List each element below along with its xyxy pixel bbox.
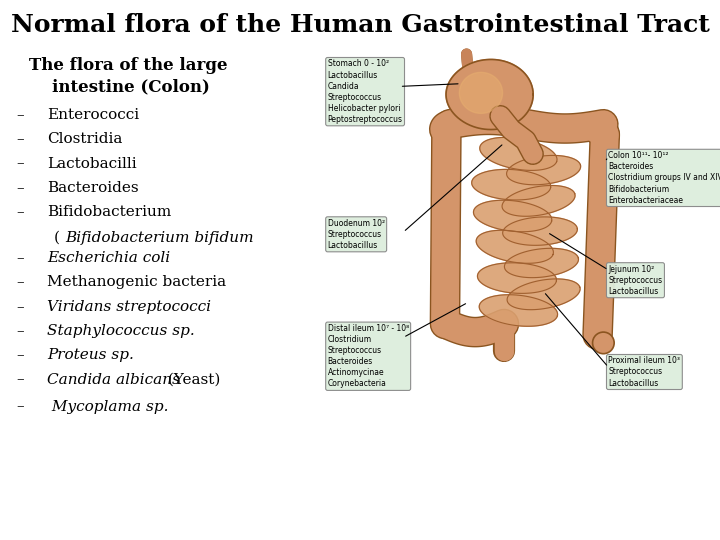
Text: Enterococci: Enterococci bbox=[47, 108, 139, 122]
Text: Lactobacilli: Lactobacilli bbox=[47, 157, 136, 171]
Text: Distal ileum 10⁷ - 10⁸
Clostridium
Streptococcus
Bacteroides
Actinomycinae
Coryn: Distal ileum 10⁷ - 10⁸ Clostridium Strep… bbox=[328, 324, 409, 388]
Polygon shape bbox=[502, 186, 575, 216]
Text: Proteus sp.: Proteus sp. bbox=[47, 348, 134, 362]
Text: Clostridia: Clostridia bbox=[47, 132, 122, 146]
Text: Normal flora of the Human Gastrointestinal Tract 2: Normal flora of the Human Gastrointestin… bbox=[11, 14, 720, 37]
Polygon shape bbox=[459, 72, 503, 113]
Text: Candida albicans: Candida albicans bbox=[47, 373, 180, 387]
Text: –: – bbox=[16, 205, 24, 219]
Polygon shape bbox=[446, 59, 534, 130]
Text: –: – bbox=[16, 275, 24, 289]
Polygon shape bbox=[503, 217, 577, 245]
Polygon shape bbox=[476, 230, 554, 264]
Text: Mycoplama sp.: Mycoplama sp. bbox=[47, 400, 168, 414]
Text: (Yeast): (Yeast) bbox=[163, 373, 221, 387]
Text: Stomach 0 - 10²
Lactobacillus
Candida
Streptococcus
Helicobacter pylori
Peptostr: Stomach 0 - 10² Lactobacillus Candida St… bbox=[328, 59, 402, 124]
Text: –: – bbox=[16, 373, 24, 387]
Text: Methanogenic bacteria: Methanogenic bacteria bbox=[47, 275, 226, 289]
Text: Colon 10¹¹- 10¹²
Bacteroides
Clostridium groups IV and XIV
Bifidobacterium
Enter: Colon 10¹¹- 10¹² Bacteroides Clostridium… bbox=[608, 151, 720, 205]
Text: –: – bbox=[16, 132, 24, 146]
Text: Bifidobacterium bifidum: Bifidobacterium bifidum bbox=[65, 231, 253, 245]
Text: –: – bbox=[16, 108, 24, 122]
Text: –: – bbox=[16, 157, 24, 171]
Ellipse shape bbox=[593, 332, 614, 354]
Text: –: – bbox=[16, 181, 24, 195]
Polygon shape bbox=[474, 200, 552, 232]
Text: –: – bbox=[16, 348, 24, 362]
Text: Duodenum 10²
Streptococcus
Lactobacillus: Duodenum 10² Streptococcus Lactobacillus bbox=[328, 219, 384, 250]
Polygon shape bbox=[472, 170, 551, 200]
Text: Bifidobacterium: Bifidobacterium bbox=[47, 205, 171, 219]
Polygon shape bbox=[480, 295, 557, 326]
Text: Proximal ileum 10³
Streptococcus
Lactobacillus: Proximal ileum 10³ Streptococcus Lactoba… bbox=[608, 356, 680, 388]
Polygon shape bbox=[477, 263, 557, 293]
Text: Escherichia coli: Escherichia coli bbox=[47, 251, 170, 265]
Polygon shape bbox=[507, 156, 580, 185]
Text: –: – bbox=[16, 251, 24, 265]
Text: Bacteroides: Bacteroides bbox=[47, 181, 138, 195]
Text: Viridans streptococci: Viridans streptococci bbox=[47, 300, 211, 314]
Text: intestine (Colon): intestine (Colon) bbox=[29, 78, 210, 95]
Polygon shape bbox=[507, 279, 580, 309]
Text: The flora of the large: The flora of the large bbox=[29, 57, 228, 73]
Text: Staphylococcus sp.: Staphylococcus sp. bbox=[47, 324, 194, 338]
Text: Jejunum 10²
Streptococcus
Lactobacillus: Jejunum 10² Streptococcus Lactobacillus bbox=[608, 265, 662, 296]
Text: (: ( bbox=[54, 231, 60, 245]
Polygon shape bbox=[505, 248, 578, 278]
Text: –: – bbox=[16, 400, 24, 414]
Text: –: – bbox=[16, 300, 24, 314]
Text: –: – bbox=[16, 324, 24, 338]
Polygon shape bbox=[480, 137, 557, 171]
